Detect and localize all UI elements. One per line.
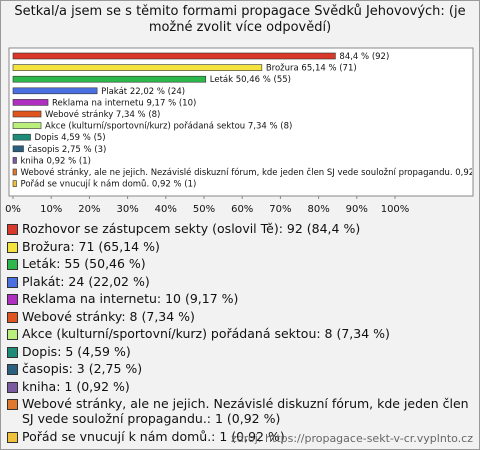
- value-label: Brožura 65,14 % (71): [266, 64, 357, 74]
- legend-swatch: [7, 294, 18, 305]
- x-tick-label: 80%: [307, 204, 329, 215]
- chart-title: Setkal/a jsem se s těmito formami propag…: [14, 4, 466, 35]
- legend-swatch: [7, 399, 18, 410]
- value-label: Dopis 4,59 % (5): [35, 133, 106, 143]
- legend-label: Leták: 55 (50,46 %): [22, 256, 146, 271]
- legend-label: Brožura: 71 (65,14 %): [22, 238, 160, 254]
- value-label: Plakát 22,02 % (24): [101, 87, 185, 97]
- legend-item: Pořád se vnucují k nám domů.: 1 (0,92 %): [7, 429, 473, 444]
- bar: [12, 110, 42, 118]
- legend-swatch: [7, 241, 18, 253]
- value-label: 84,4 % (92): [339, 52, 389, 62]
- legend-label: Webové stránky, ale ne jejich. Nezávislé…: [22, 396, 469, 426]
- x-tick-label: 90%: [346, 204, 368, 215]
- legend-label: Akce (kulturní/sportovní/kurz) pořádaná …: [22, 326, 390, 341]
- value-label: Reklama na internetu 9,17 % (10): [52, 98, 196, 108]
- legend-item: Leták: 55 (50,46 %): [7, 256, 473, 271]
- value-label: Webové stránky, ale ne jejich. Nezávislé…: [21, 167, 479, 178]
- legend-item: Webové stránky, ale ne jejich. Nezávislé…: [7, 396, 473, 426]
- legend-item: časopis: 3 (2,75 %): [7, 361, 473, 376]
- x-tick-label: 30%: [116, 204, 138, 215]
- bar: [12, 52, 336, 60]
- legend-swatch: [7, 224, 18, 235]
- value-label: Pořád se vnucují k nám domů. 0,92 % (1): [21, 179, 197, 190]
- legend-item: kniha: 1 (0,92 %): [7, 379, 473, 394]
- legend-label: Pořád se vnucují k nám domů.: 1 (0,92 %): [22, 428, 285, 444]
- bar: [12, 99, 49, 106]
- bar: [12, 133, 31, 141]
- legend-swatch: [7, 329, 18, 340]
- source: zdroj: https://propagace-sekt-v-cr.vypln…: [231, 432, 473, 445]
- legend-item: Reklama na internetu: 10 (9,17 %): [7, 291, 473, 306]
- x-tick-label: 70%: [269, 204, 291, 215]
- legend-item: Rozhovor se zástupcem sekty (oslovil Tě)…: [7, 221, 473, 236]
- legend-item: Webové stránky: 8 (7,34 %): [7, 309, 473, 324]
- legend-swatch: [7, 259, 18, 270]
- bar: [12, 145, 24, 153]
- x-tick-label: 50%: [193, 204, 215, 215]
- bar: [12, 180, 17, 187]
- legend-label: Reklama na internetu: 10 (9,17 %): [22, 291, 239, 306]
- legend-swatch: [7, 346, 18, 358]
- legend-label: Plakát: 24 (22,02 %): [22, 273, 150, 289]
- bar: [12, 157, 17, 164]
- legend-swatch: [7, 364, 18, 375]
- legend-label: časopis: 3 (2,75 %): [22, 361, 143, 376]
- bar: [12, 64, 263, 71]
- legend-label: Rozhovor se zástupcem sekty (oslovil Tě)…: [22, 221, 361, 236]
- legend-swatch: [7, 311, 18, 323]
- bar: [12, 75, 207, 83]
- value-label: Akce (kulturní/sportovní/kurz) pořádaná …: [45, 122, 292, 132]
- legend-swatch: [7, 381, 18, 393]
- x-tick-label: 10%: [40, 204, 62, 215]
- legend-item: Plakát: 24 (22,02 %): [7, 274, 473, 289]
- legend-label: kniha: 1 (0,92 %): [22, 378, 130, 394]
- x-tick-label: 60%: [231, 204, 253, 215]
- plot-area: [8, 47, 474, 197]
- value-label: Leták 50,46 % (55): [210, 75, 291, 85]
- legend-item: Brožura: 71 (65,14 %): [7, 239, 473, 254]
- value-label: kniha 0,92 % (1): [21, 156, 91, 166]
- value-label: Webové stránky 7,34 % (8): [45, 109, 160, 120]
- legend-swatch: [7, 276, 18, 288]
- legend-item: Akce (kulturní/sportovní/kurz) pořádaná …: [7, 326, 473, 341]
- x-tick-label: 40%: [155, 204, 177, 215]
- legend-swatch: [7, 431, 18, 443]
- bar: [12, 122, 42, 129]
- x-tick-label: 20%: [78, 204, 100, 215]
- bar: [12, 168, 17, 176]
- legend-item: Dopis: 5 (4,59 %): [7, 344, 473, 359]
- x-tick-label: 100%: [381, 204, 410, 215]
- x-tick-label: 0%: [5, 204, 21, 215]
- bar: [12, 87, 98, 95]
- legend-label: Dopis: 5 (4,59 %): [22, 343, 131, 359]
- legend-label: Webové stránky: 8 (7,34 %): [22, 308, 195, 324]
- legend: Rozhovor se zástupcem sekty (oslovil Tě)…: [7, 221, 473, 446]
- value-label: časopis 2,75 % (3): [28, 144, 107, 155]
- bars: 84,4 % (92) Brožura 65,14 % (71)Leták 50,…: [12, 52, 479, 190]
